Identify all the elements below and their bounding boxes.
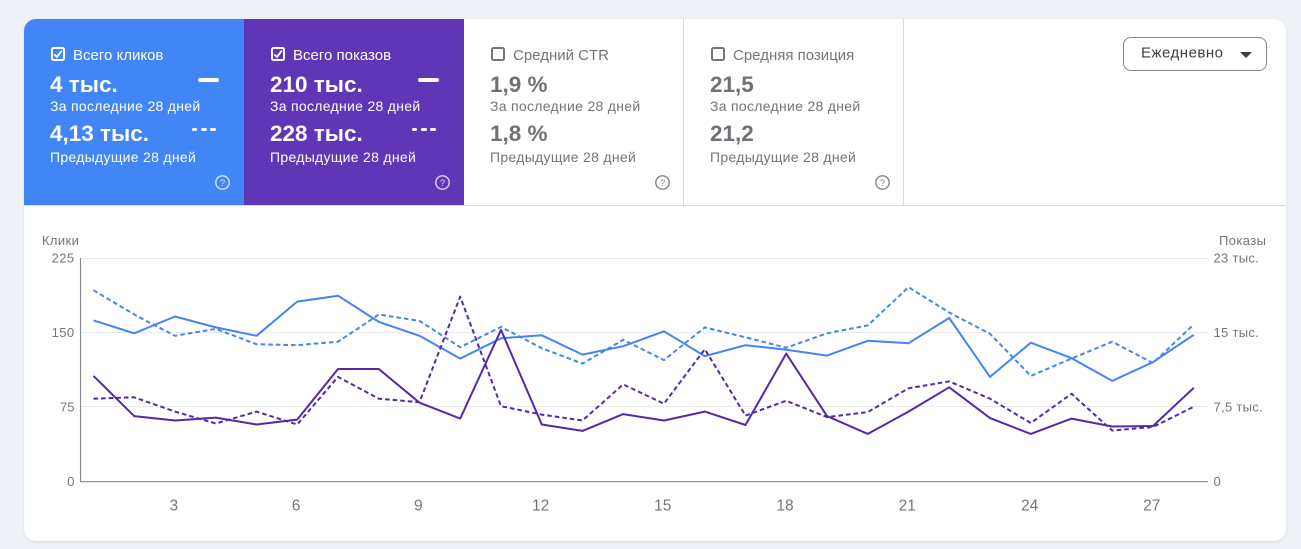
- svg-text:15: 15: [654, 498, 671, 515]
- svg-text:Показы: Показы: [1219, 233, 1266, 248]
- svg-text:18: 18: [776, 498, 793, 515]
- svg-text:225: 225: [52, 251, 75, 266]
- svg-text:?: ?: [219, 178, 224, 189]
- svg-text:9: 9: [414, 498, 423, 515]
- svg-text:?: ?: [879, 178, 884, 189]
- svg-text:21: 21: [899, 498, 916, 515]
- svg-text:0: 0: [1214, 474, 1221, 489]
- svg-text:12: 12: [532, 498, 549, 515]
- svg-text:?: ?: [439, 178, 444, 189]
- svg-text:24: 24: [1021, 498, 1039, 515]
- svg-text:7,5 тыс.: 7,5 тыс.: [1214, 399, 1264, 414]
- svg-text:?: ?: [659, 178, 664, 189]
- svg-text:75: 75: [60, 399, 74, 414]
- svg-text:23 тыс.: 23 тыс.: [1214, 251, 1260, 266]
- svg-text:27: 27: [1143, 498, 1160, 515]
- svg-text:3: 3: [169, 498, 178, 515]
- svg-text:0: 0: [67, 474, 74, 489]
- svg-text:6: 6: [292, 498, 301, 515]
- svg-text:15 тыс.: 15 тыс.: [1214, 325, 1260, 340]
- svg-text:150: 150: [52, 325, 75, 340]
- svg-text:Клики: Клики: [42, 233, 79, 248]
